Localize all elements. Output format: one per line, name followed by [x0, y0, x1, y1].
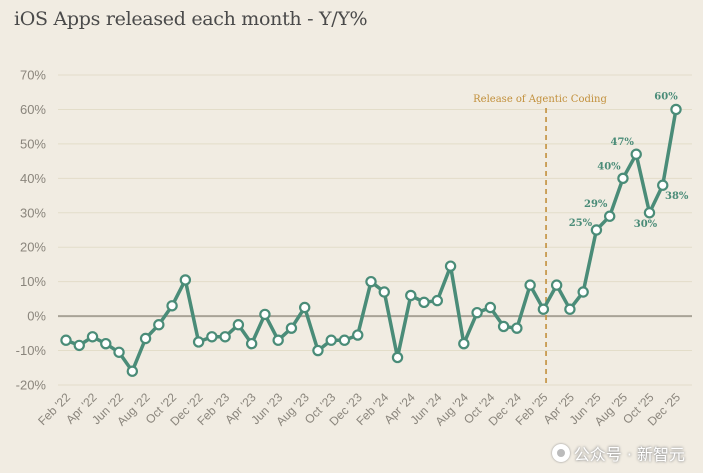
data-point	[418, 296, 430, 309]
data-point	[590, 224, 603, 236]
y-tick-label: -10%	[16, 343, 47, 358]
data-point	[338, 334, 351, 346]
data-point	[471, 306, 483, 319]
data-point	[391, 351, 404, 364]
y-tick-label: -20%	[16, 378, 47, 393]
data-point	[577, 286, 589, 298]
data-point	[670, 103, 682, 116]
series-line	[64, 107, 678, 373]
data-point	[405, 289, 417, 302]
data-point	[378, 286, 390, 298]
y-tick-label: 50%	[20, 136, 46, 151]
y-tick-label: 10%	[20, 274, 46, 289]
data-point	[232, 319, 245, 331]
data-point	[617, 172, 629, 185]
data-label: 38%	[665, 191, 689, 202]
data-point	[365, 275, 377, 288]
y-tick-label: 20%	[20, 240, 46, 255]
data-point	[73, 339, 85, 352]
watermark-text: 公众号 · 新智元	[573, 445, 685, 464]
data-point	[60, 334, 72, 346]
wechat-icon	[551, 444, 570, 462]
data-point	[139, 332, 152, 345]
data-point	[431, 294, 444, 307]
data-point	[219, 331, 231, 343]
data-point	[86, 331, 99, 343]
data-point	[643, 207, 656, 219]
data-point	[100, 337, 112, 350]
y-tick-label: 0%	[27, 309, 46, 324]
data-point	[564, 303, 576, 315]
data-label: 29%	[584, 199, 608, 210]
data-point	[511, 322, 523, 334]
y-tick-label: 60%	[20, 102, 46, 117]
y-tick-label: 40%	[20, 171, 46, 186]
data-point	[259, 308, 271, 321]
watermark: 公众号 · 新智元	[551, 441, 685, 465]
data-point	[603, 210, 616, 222]
data-point	[484, 301, 497, 314]
data-point	[352, 329, 364, 341]
data-point	[126, 365, 139, 377]
data-point	[524, 279, 536, 291]
data-label: 25%	[569, 218, 593, 229]
annotation-label: Release of Agentic Coding	[473, 94, 607, 105]
data-point	[550, 279, 563, 291]
data-point	[458, 337, 470, 350]
data-point	[325, 334, 337, 346]
data-label: 47%	[611, 137, 635, 148]
data-point	[312, 344, 324, 357]
y-tick-label: 70%	[20, 68, 46, 83]
data-point	[298, 301, 311, 314]
data-label: 30%	[634, 219, 658, 230]
data-point	[192, 336, 205, 348]
data-label: 40%	[597, 161, 621, 172]
data-point	[537, 303, 550, 315]
data-point	[206, 331, 218, 343]
data-point	[179, 274, 192, 286]
data-point	[285, 322, 298, 334]
data-point	[153, 319, 165, 331]
data-label: 60%	[654, 91, 678, 102]
data-point	[113, 346, 125, 358]
data-point	[166, 300, 178, 312]
data-point	[444, 260, 457, 272]
data-point	[272, 334, 284, 346]
data-point	[245, 337, 258, 350]
data-point	[657, 179, 669, 191]
y-tick-label: 30%	[20, 205, 46, 220]
data-point	[630, 148, 642, 160]
data-point	[497, 320, 510, 333]
chart-title: iOS Apps released each month - Y/Y%	[14, 8, 368, 30]
